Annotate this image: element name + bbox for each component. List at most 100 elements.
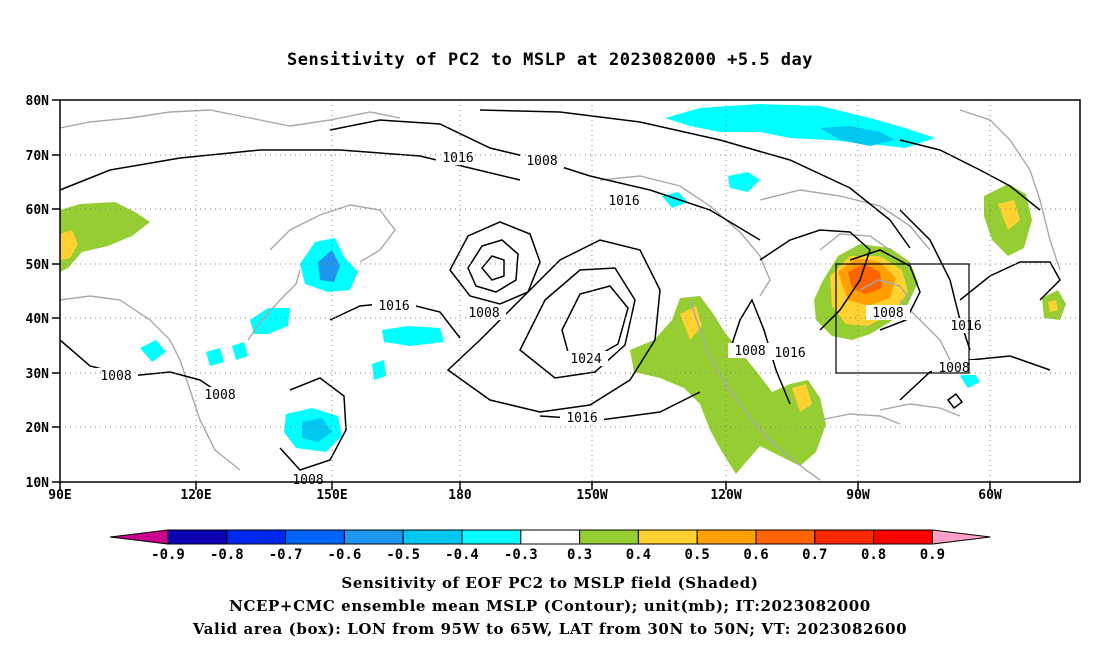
- negative-area-east-china: [140, 340, 166, 362]
- contour-label: 1016: [774, 346, 805, 361]
- coastline-asia-north: [59, 109, 401, 129]
- colorbar-label: 0.7: [802, 547, 827, 563]
- contour-label: 1016: [608, 194, 639, 209]
- coastline-japan: [247, 269, 301, 341]
- coastline-gulf: [819, 413, 901, 425]
- colorbar-label: -0.8: [210, 547, 244, 563]
- isobar-east-us-1008: [849, 249, 921, 331]
- colorbar-label: 0.9: [920, 547, 945, 563]
- valid-area-box: [835, 263, 970, 374]
- coastline-cuba: [879, 403, 961, 417]
- colorbar-bin: [637, 529, 698, 545]
- shading-negative: [140, 104, 980, 452]
- isobar-small-loop: [946, 392, 964, 410]
- coastline-canada-arctic: [759, 189, 931, 251]
- positive-area-siberia: [60, 202, 150, 272]
- isobar-low-aleutian-outer: [449, 221, 541, 305]
- colorbar: -0.9 -0.8 -0.7 -0.6 -0.5 -0.4 -0.3 0.3 0.4 0.5 0.6…: [109, 529, 991, 563]
- contour-label: 1016: [378, 299, 409, 314]
- map-title: Sensitivity of PC2 to MSLP at 2023082000…: [286, 50, 813, 70]
- colorbar-bin: [402, 529, 463, 545]
- lat-label: 30N: [26, 367, 50, 382]
- colorbar-bin: [814, 529, 875, 545]
- positive-area-gulf-core: [792, 384, 812, 412]
- negative-area-pacific-mid: [382, 326, 444, 346]
- negative-area-caribbean: [960, 372, 980, 388]
- negative-area-alaska: [728, 172, 760, 192]
- negative-area-kamchatka-core: [318, 250, 340, 282]
- colorbar-bin: [167, 529, 228, 545]
- isobar-asia-low: [59, 339, 231, 401]
- isobar-low-aleutian-mid: [467, 239, 519, 293]
- lat-label: 60N: [26, 203, 50, 218]
- negative-area-shikoku: [232, 342, 248, 360]
- isobar-high-pacific-outer: [446, 239, 661, 413]
- colorbar-label: 0.4: [626, 547, 651, 563]
- colorbar-label: 0.6: [743, 547, 768, 563]
- positive-area-greenland-core: [998, 200, 1020, 230]
- isobar-west-pacific-high: [279, 377, 347, 471]
- caption-line-1: Sensitivity of EOF PC2 to MSLP field (Sh…: [341, 574, 759, 592]
- colorbar-label: -0.9: [151, 547, 185, 563]
- lat-label: 20N: [26, 421, 50, 436]
- contour-label: 1016: [566, 411, 597, 426]
- shading-positive: [60, 184, 1066, 474]
- contour-label: 1008: [100, 369, 131, 384]
- colorbar-bin: [696, 529, 757, 545]
- caption-line-3: Valid area (box): LON from 95W to 65W, L…: [192, 620, 908, 638]
- contour-label: 1016: [442, 151, 473, 166]
- colorbar-bin: [755, 529, 816, 545]
- colorbar-arrow-high: [931, 529, 991, 545]
- lon-label: 150W: [576, 488, 607, 503]
- colorbar-bin: [520, 529, 581, 545]
- map-frame: [59, 99, 1081, 483]
- lon-label: 90W: [846, 488, 870, 503]
- coastline-great-lakes: [859, 279, 911, 301]
- colorbar-bin: [285, 529, 345, 545]
- isobar-north-america-1008: [729, 298, 791, 405]
- contour-label: 1008: [468, 306, 499, 321]
- lat-label: 40N: [26, 312, 50, 327]
- colorbar-label: -0.5: [386, 547, 420, 563]
- colorbar-bin: [226, 529, 287, 545]
- colorbar-bin: [579, 529, 639, 545]
- colorbar-label: 0.3: [567, 547, 592, 563]
- contour-label: 1024: [570, 352, 601, 367]
- positive-area-west-coast-core: [680, 306, 702, 340]
- contour-label: 1008: [872, 306, 903, 321]
- coastline-asia-east: [59, 295, 241, 471]
- colorbar-bin: [461, 529, 522, 545]
- coastline-north-america: [689, 299, 821, 481]
- colorbar-label: 0.5: [685, 547, 710, 563]
- colorbar-label: -0.7: [269, 547, 303, 563]
- contour-label: 1016: [950, 319, 981, 334]
- lon-label: 120E: [180, 488, 211, 503]
- negative-area-japan: [250, 308, 290, 334]
- colorbar-bin: [873, 529, 933, 545]
- isobars: [59, 109, 1061, 471]
- latitude-labels: 80N 70N 60N 50N 40N 30N 20N 10N: [26, 94, 50, 491]
- positive-area-atlantic-core: [1048, 300, 1058, 312]
- colorbar-bin: [343, 529, 404, 545]
- contour-label: 1008: [938, 361, 969, 376]
- isobar-low-aleutian-inner: [481, 255, 505, 281]
- colorbar-arrow-low: [109, 529, 169, 545]
- colorbar-label: -0.4: [445, 547, 479, 563]
- colorbar-label: 0.8: [861, 547, 886, 563]
- isobar-greenland: [899, 139, 1041, 211]
- isobar-north-america-1016: [759, 229, 871, 331]
- lon-label: 60W: [978, 488, 1002, 503]
- isobar-high-pacific-mid: [519, 267, 636, 379]
- longitude-labels: 90E 120E 150E 180 150W 120W 90W 60W: [48, 488, 1002, 503]
- lon-label: 180: [448, 488, 472, 503]
- contour-labels: 1016 1008 1016 1008 1016 1008 1024 1016 …: [94, 150, 988, 488]
- lat-label: 80N: [26, 94, 50, 109]
- negative-area-pacific-small: [372, 360, 386, 380]
- lat-label: 50N: [26, 258, 50, 273]
- lon-label: 120W: [710, 488, 741, 503]
- positive-area-siberia-core: [60, 230, 78, 260]
- isobar-atlantic-high: [959, 261, 1061, 301]
- lat-label: 10N: [26, 476, 50, 491]
- caption-line-2: NCEP+CMC ensemble mean MSLP (Contour); u…: [229, 597, 871, 615]
